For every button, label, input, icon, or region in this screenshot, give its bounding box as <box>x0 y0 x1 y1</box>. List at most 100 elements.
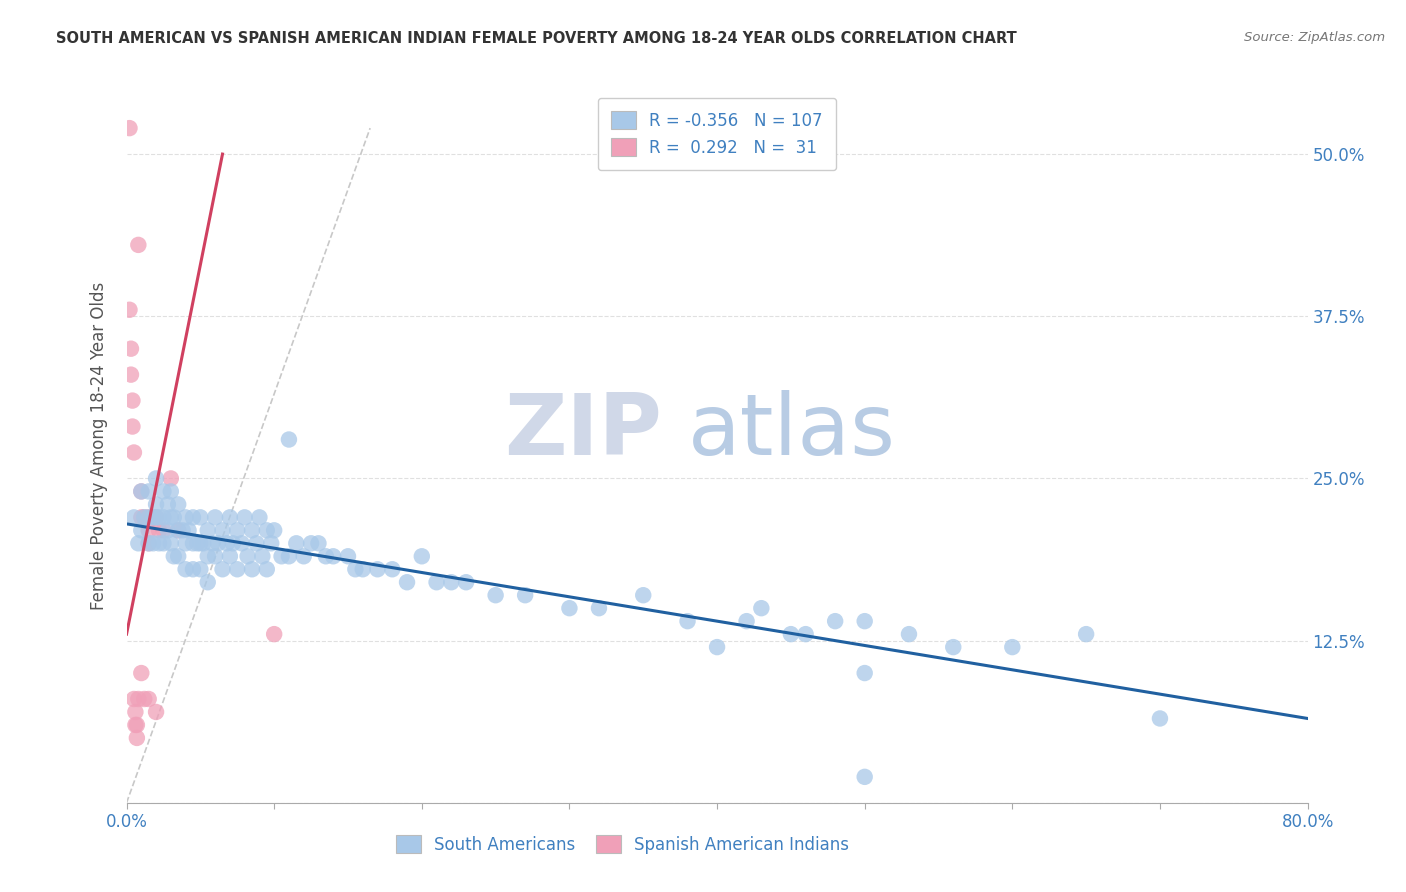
Point <box>167 549 190 564</box>
Point <box>226 524 249 538</box>
Point <box>256 524 278 538</box>
Point <box>129 484 153 499</box>
Point <box>174 562 197 576</box>
Point <box>588 601 610 615</box>
Point <box>197 524 219 538</box>
Point <box>735 614 758 628</box>
Point <box>159 471 183 485</box>
Point <box>853 770 876 784</box>
Point <box>484 588 508 602</box>
Point <box>252 549 274 564</box>
Point <box>207 536 229 550</box>
Point <box>145 510 167 524</box>
Point <box>256 562 278 576</box>
Point <box>124 705 146 719</box>
Point <box>1076 627 1098 641</box>
Point <box>181 562 204 576</box>
Text: Source: ZipAtlas.com: Source: ZipAtlas.com <box>1244 31 1385 45</box>
Point <box>156 497 179 511</box>
Point <box>211 524 233 538</box>
Point <box>124 718 146 732</box>
Point <box>121 393 143 408</box>
Point <box>148 524 170 538</box>
Point <box>231 536 253 550</box>
Point <box>172 524 194 538</box>
Point <box>440 575 463 590</box>
Point <box>515 588 537 602</box>
Point <box>240 524 263 538</box>
Point <box>142 536 165 550</box>
Point <box>197 549 219 564</box>
Point <box>204 510 226 524</box>
Point <box>134 510 156 524</box>
Point <box>138 484 160 499</box>
Point <box>794 627 817 641</box>
Point <box>337 549 360 564</box>
Point <box>152 484 174 499</box>
Point <box>156 524 179 538</box>
Point <box>122 692 145 706</box>
Point <box>152 510 174 524</box>
Point <box>138 510 160 524</box>
Point <box>188 562 211 576</box>
Point <box>425 575 447 590</box>
Point <box>159 536 183 550</box>
Point <box>454 575 477 590</box>
Point <box>159 510 183 524</box>
Point <box>824 614 846 628</box>
Point <box>138 524 160 538</box>
Point <box>240 562 263 576</box>
Point <box>278 433 301 447</box>
Point <box>219 549 242 564</box>
Point <box>121 419 143 434</box>
Point <box>219 510 242 524</box>
Point <box>263 627 285 641</box>
Point <box>129 524 153 538</box>
Point <box>204 549 226 564</box>
Point <box>315 549 337 564</box>
Point <box>558 601 581 615</box>
Point <box>163 549 186 564</box>
Point <box>292 549 315 564</box>
Point <box>411 549 433 564</box>
Point <box>118 302 141 317</box>
Point <box>145 471 167 485</box>
Point <box>236 549 259 564</box>
Point <box>148 510 170 524</box>
Point <box>193 536 215 550</box>
Point <box>285 536 308 550</box>
Point <box>177 524 200 538</box>
Point <box>142 510 165 524</box>
Point <box>307 536 329 550</box>
Point <box>631 588 654 602</box>
Point <box>138 510 160 524</box>
Point <box>127 238 149 252</box>
Point <box>245 536 267 550</box>
Y-axis label: Female Poverty Among 18-24 Year Olds: Female Poverty Among 18-24 Year Olds <box>90 282 108 610</box>
Point <box>186 536 208 550</box>
Point <box>779 627 801 641</box>
Point <box>366 562 388 576</box>
Point <box>142 510 165 524</box>
Point <box>134 692 156 706</box>
Point <box>127 692 149 706</box>
Point <box>138 536 160 550</box>
Point <box>1149 711 1171 725</box>
Point <box>167 497 190 511</box>
Point <box>152 536 174 550</box>
Point <box>138 692 160 706</box>
Point <box>211 562 233 576</box>
Point <box>233 510 256 524</box>
Text: ZIP: ZIP <box>505 390 662 474</box>
Point <box>201 536 224 550</box>
Point <box>127 536 149 550</box>
Point <box>181 510 204 524</box>
Point <box>344 562 367 576</box>
Point <box>751 601 773 615</box>
Point <box>120 368 142 382</box>
Point <box>120 342 142 356</box>
Text: atlas: atlas <box>688 390 896 474</box>
Point <box>167 524 190 538</box>
Point <box>226 562 249 576</box>
Point <box>260 536 283 550</box>
